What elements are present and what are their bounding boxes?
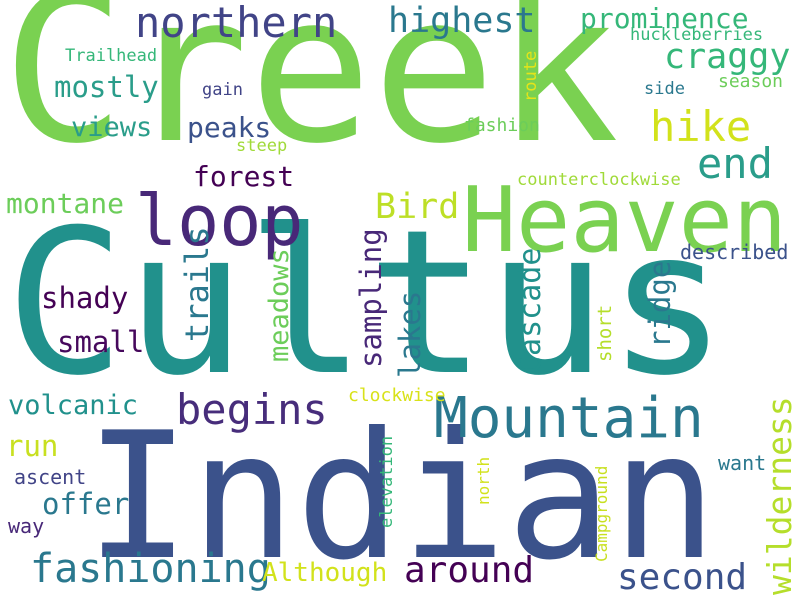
word-loop: loop — [135, 180, 304, 262]
word-fashioning: fashioning — [30, 546, 271, 592]
word-heaven: Heaven — [462, 168, 788, 273]
word-side: side — [644, 79, 685, 99]
word-campground: Campground — [592, 465, 611, 562]
word-steep: steep — [236, 136, 288, 156]
word-north: north — [474, 456, 493, 505]
word-small: small — [57, 325, 145, 359]
word-mostly: mostly — [54, 70, 159, 104]
word-cascade: Cascade — [513, 247, 548, 374]
word-ascent: ascent — [14, 465, 87, 489]
word-fashion: fashion — [464, 115, 540, 136]
word-northern: northern — [135, 0, 338, 47]
word-want: want — [718, 451, 767, 475]
word-sampling: sampling — [354, 228, 388, 368]
word-views: views — [71, 112, 153, 143]
word-clockwise: clockwise — [348, 385, 446, 406]
word-lakes: lakes — [393, 290, 427, 378]
word-creek: Creek — [2, 0, 620, 189]
word-craggy: craggy — [664, 37, 791, 77]
word-volcanic: volcanic — [8, 390, 139, 421]
word-forest: forest — [193, 160, 295, 193]
word-run: run — [6, 429, 59, 463]
word-counterclockwise: counterclockwise — [517, 170, 681, 190]
word-begins: begins — [176, 385, 328, 434]
word-montane: montane — [6, 187, 125, 220]
word-huckleberries: huckleberries — [630, 25, 764, 45]
word-cultus: Cultus — [5, 187, 728, 420]
word-trailhead: Trailhead — [65, 46, 158, 66]
word-hike: hike — [650, 102, 752, 151]
word-end: end — [697, 139, 773, 188]
word-gain: gain — [202, 80, 243, 100]
word-season: season — [718, 71, 784, 92]
word-wilderness: wilderness — [760, 396, 799, 595]
word-prominence: prominence — [580, 2, 749, 35]
word-indian: Indian — [85, 396, 718, 599]
word-bird: Bird — [375, 187, 460, 227]
word-elevation: elevation — [377, 435, 397, 528]
word-offer: offer — [42, 487, 130, 521]
word-mountain: Mountain — [434, 386, 704, 451]
word-highest: highest — [388, 1, 536, 41]
word-described: described — [680, 240, 789, 264]
word-around: around — [404, 550, 535, 591]
word-second: second — [617, 557, 748, 598]
word-route: route — [521, 50, 541, 102]
word-way: way — [8, 514, 45, 538]
word-ridge: ridge — [643, 260, 677, 348]
word-meadows: meadows — [264, 248, 295, 362]
word-shady: shady — [41, 281, 129, 315]
word-although: Although — [262, 558, 388, 588]
word-trails: trails — [178, 226, 216, 342]
word-peaks: peaks — [187, 111, 272, 144]
word-short: short — [594, 304, 616, 362]
